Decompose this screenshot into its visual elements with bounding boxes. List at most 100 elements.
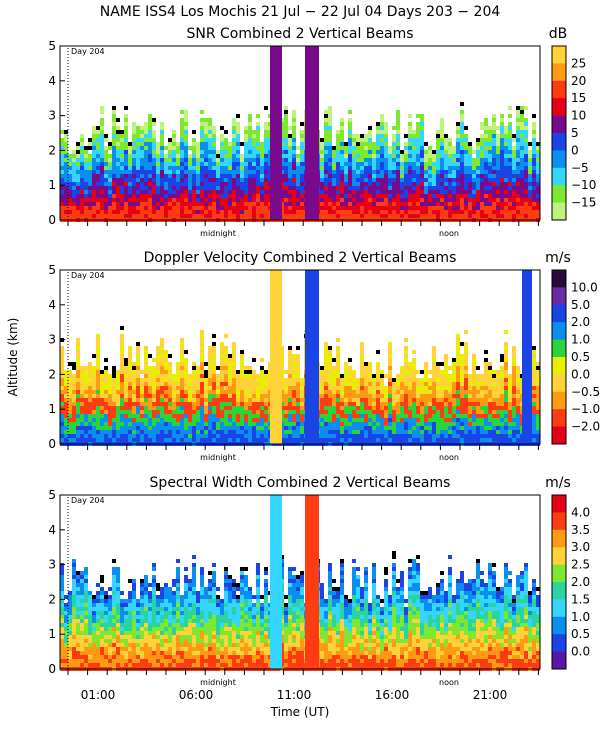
heatmap-cell — [72, 186, 76, 190]
heatmap-cell — [188, 170, 192, 174]
heatmap-cell — [448, 394, 452, 398]
heatmap-cell — [144, 206, 148, 210]
heatmap-cell — [296, 194, 300, 198]
heatmap-cell — [164, 178, 168, 182]
heatmap-cell — [400, 158, 404, 162]
heatmap-cell — [412, 406, 416, 410]
heatmap-cell — [208, 422, 212, 426]
heatmap-cell — [480, 214, 484, 218]
heatmap-cell — [288, 434, 292, 438]
heatmap-cell — [360, 214, 364, 218]
heatmap-cell — [416, 214, 420, 218]
heatmap-cell — [404, 162, 408, 166]
heatmap-cell — [264, 378, 268, 382]
heatmap-cell — [448, 406, 452, 410]
heatmap-cell — [460, 214, 464, 218]
heatmap-cell — [324, 414, 328, 418]
heatmap-cell — [176, 410, 180, 414]
heatmap-cell — [232, 394, 236, 398]
heatmap-cell — [352, 370, 356, 374]
heatmap-cell — [384, 138, 388, 142]
heatmap-cell — [488, 134, 492, 138]
heatmap-cell — [328, 138, 332, 142]
heatmap-cell — [408, 422, 412, 426]
heatmap-cell — [408, 438, 412, 442]
heatmap-cell — [432, 438, 436, 442]
heatmap-cell — [80, 406, 84, 410]
heatmap-cell — [248, 130, 252, 134]
heatmap-cell — [236, 170, 240, 174]
heatmap-cell — [184, 150, 188, 154]
heatmap-cell — [228, 186, 232, 190]
heatmap-cell — [432, 382, 436, 386]
heatmap-cell — [92, 366, 96, 370]
heatmap-cell — [320, 142, 324, 146]
heatmap-cell — [368, 182, 372, 186]
heatmap-cell — [224, 194, 228, 198]
heatmap-cell — [60, 386, 64, 390]
heatmap-cell — [524, 146, 528, 150]
heatmap-cell — [344, 410, 348, 414]
heatmap-cell — [168, 418, 172, 422]
heatmap-cell — [240, 394, 244, 398]
heatmap-cell — [512, 170, 516, 174]
heatmap-cell — [136, 370, 140, 374]
heatmap-cell — [328, 174, 332, 178]
heatmap-cell — [532, 150, 536, 154]
heatmap-cell — [440, 166, 444, 170]
heatmap-cell — [408, 146, 412, 150]
heatmap-cell — [184, 434, 188, 438]
heatmap-cell — [404, 382, 408, 386]
heatmap-cell — [128, 430, 132, 434]
heatmap-cell — [96, 150, 100, 154]
heatmap-cell — [520, 106, 524, 110]
heatmap-cell — [208, 430, 212, 434]
heatmap-cell — [68, 202, 72, 206]
heatmap-cell — [160, 182, 164, 186]
heatmap-cell — [364, 430, 368, 434]
heatmap-cell — [472, 214, 476, 218]
heatmap-cell — [448, 178, 452, 182]
heatmap-cell — [472, 166, 476, 170]
heatmap-cell — [60, 366, 64, 370]
heatmap-cell — [440, 374, 444, 378]
heatmap-cell — [332, 438, 336, 442]
heatmap-cell — [360, 366, 364, 370]
heatmap-cell — [248, 194, 252, 198]
heatmap-cell — [296, 366, 300, 370]
heatmap-cell — [328, 210, 332, 214]
heatmap-cell — [284, 158, 288, 162]
heatmap-cell — [212, 406, 216, 410]
heatmap-cell — [212, 138, 216, 142]
heatmap-cell — [436, 206, 440, 210]
heatmap-cell — [212, 126, 216, 130]
heatmap-cell — [508, 154, 512, 158]
heatmap-cell — [252, 206, 256, 210]
heatmap-cell — [284, 394, 288, 398]
heatmap-cell — [132, 142, 136, 146]
heatmap-cell — [60, 162, 64, 166]
heatmap-cell — [232, 186, 236, 190]
heatmap-cell — [456, 166, 460, 170]
heatmap-cell — [160, 178, 164, 182]
heatmap-cell — [156, 162, 160, 166]
heatmap-cell — [152, 134, 156, 138]
heatmap-cell — [76, 338, 80, 342]
heatmap-cell — [460, 118, 464, 122]
heatmap-cell — [192, 146, 196, 150]
heatmap-cell — [112, 410, 116, 414]
heatmap-cell — [456, 202, 460, 206]
heatmap-cell — [200, 406, 204, 410]
heatmap-cell — [188, 426, 192, 430]
heatmap-cell — [72, 366, 76, 370]
heatmap-cell — [148, 182, 152, 186]
heatmap-cell — [324, 182, 328, 186]
heatmap-cell — [428, 370, 432, 374]
heatmap-cell — [240, 438, 244, 442]
heatmap-cell — [208, 418, 212, 422]
heatmap-cell — [372, 414, 376, 418]
heatmap-cell — [136, 142, 140, 146]
heatmap-cell — [180, 366, 184, 370]
heatmap-cell — [356, 390, 360, 394]
